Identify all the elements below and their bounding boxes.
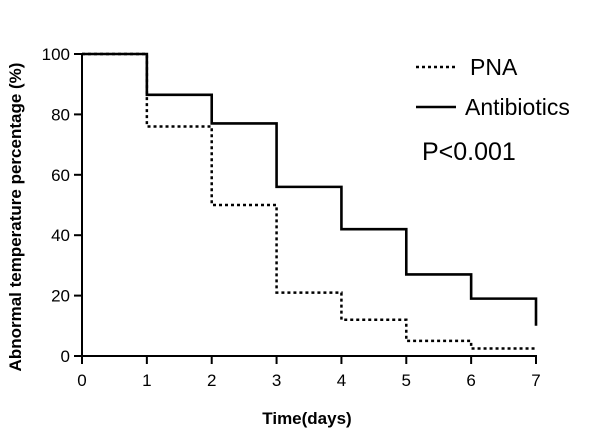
- y-tick-label: 40: [51, 226, 70, 245]
- x-ticks: 0 1 2 3 4 5 6 7: [77, 356, 541, 390]
- legend: PNA Antibiotics: [416, 54, 570, 120]
- x-tick-label: 2: [207, 371, 216, 390]
- y-tick-label: 80: [51, 105, 70, 124]
- axes: [81, 54, 537, 357]
- series-line-antibiotics: [82, 52, 538, 326]
- y-tick-label: 0: [61, 347, 70, 366]
- x-tick-label: 6: [466, 371, 475, 390]
- p-value-annotation: P<0.001: [422, 138, 516, 166]
- series-line-pna: [82, 52, 538, 350]
- x-axis-title: Time(days): [262, 409, 351, 428]
- x-tick-label: 7: [531, 371, 540, 390]
- y-axis-title: Abnormal temperature percentage (%): [6, 63, 25, 372]
- x-tick-label: 1: [142, 371, 151, 390]
- legend-label-pna: PNA: [470, 54, 518, 80]
- x-tick-label: 5: [402, 371, 411, 390]
- y-ticks: 0 20 40 60 80 100: [42, 45, 82, 366]
- x-tick-label: 4: [337, 371, 346, 390]
- legend-label-antibiotics: Antibiotics: [465, 94, 570, 120]
- y-tick-label: 100: [42, 45, 70, 64]
- y-tick-label: 60: [51, 166, 70, 185]
- x-tick-label: 3: [272, 371, 281, 390]
- plot-area: [82, 52, 538, 350]
- y-tick-label: 20: [51, 287, 70, 306]
- x-tick-label: 0: [77, 371, 86, 390]
